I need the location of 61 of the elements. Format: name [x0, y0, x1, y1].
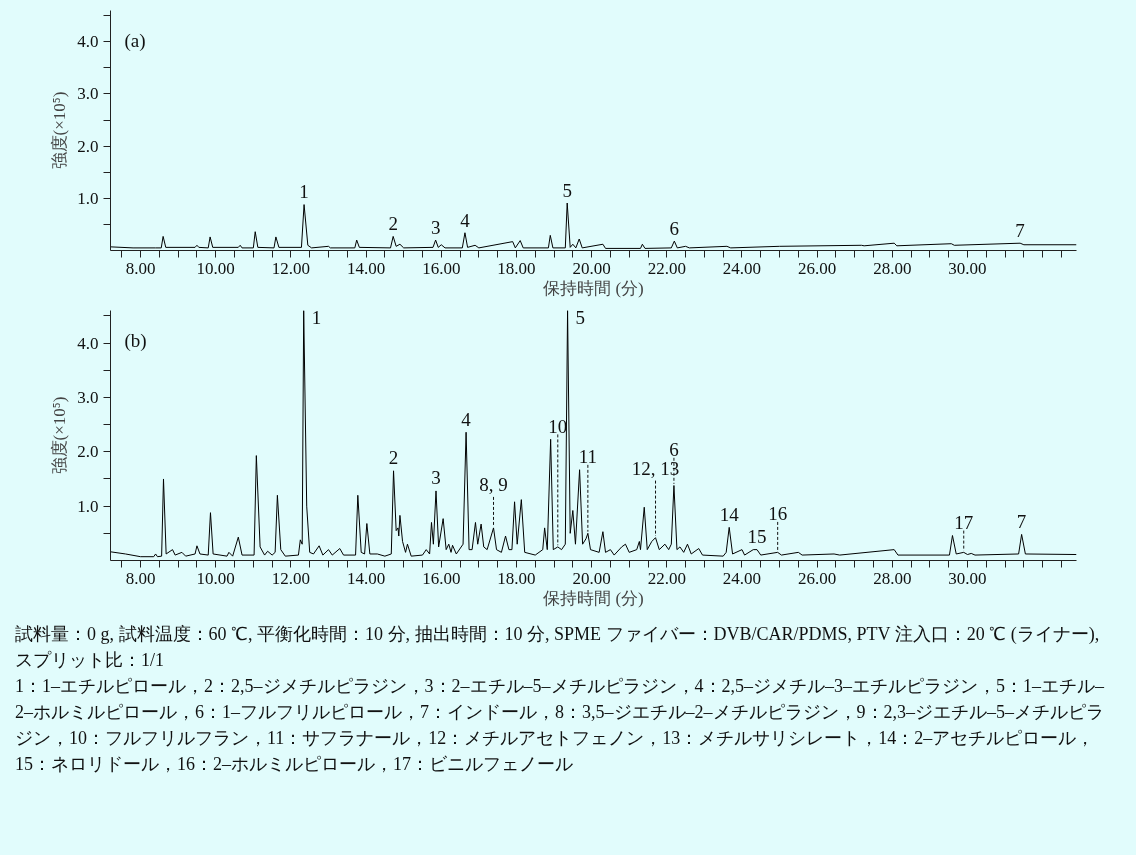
- annotation: 15: [747, 526, 767, 548]
- y-axis-title: 強度(×10⁵): [50, 91, 70, 170]
- x-tick-label: 12.00: [271, 258, 311, 278]
- annotation: 14: [719, 503, 740, 525]
- x-tick-label: 14.00: [346, 568, 386, 588]
- annotation: 4: [461, 408, 472, 430]
- x-tick-label: 16.00: [422, 258, 461, 278]
- text: 試料量：0 g, 試料温度：60 ℃, 平衡化時間：10 分, 抽出時間：10 分, SPME ファイバー：DVB/CAR/PDMS, PTV 注入口：20 ℃ (ライナー), スプリット比：1/1: [15, 623, 1101, 673]
- x-tick-label: 28.00: [873, 258, 912, 278]
- y-tick-label: 4.0: [77, 32, 99, 52]
- annotation: 7: [1015, 219, 1025, 241]
- annotation: 1: [299, 181, 309, 203]
- x-tick-label: 18.00: [497, 258, 536, 278]
- y-tick-label: 3.0: [77, 84, 99, 104]
- x-tick-label: 30.00: [948, 568, 987, 588]
- x-tick-label: 10.00: [196, 258, 235, 278]
- x-tick-label: 24.00: [722, 258, 762, 278]
- x-tick-label: 24.00: [722, 568, 762, 588]
- annotation: 2: [388, 213, 398, 235]
- x-tick-label: 26.00: [798, 258, 837, 278]
- annotation: 11: [578, 446, 598, 468]
- y-tick-label: 2.0: [77, 442, 99, 462]
- x-tick-label: 18.00: [497, 568, 536, 588]
- x-tick-label: 22.00: [647, 258, 686, 278]
- x-tick-label: 20.00: [572, 258, 611, 278]
- y-tick-label: 3.0: [77, 387, 99, 407]
- y-tick-label: 4.0: [77, 333, 99, 353]
- y-axis-title: 強度(×10⁵): [50, 396, 70, 475]
- annotation: 3: [431, 467, 441, 489]
- annotation: 2: [388, 447, 399, 469]
- x-tick-label: 30.00: [948, 258, 987, 278]
- text: (b): [124, 329, 147, 352]
- x-tick-label: 10.00: [196, 568, 235, 588]
- x-tick-label: 22.00: [647, 568, 686, 588]
- x-axis-title: 保持時間 (分): [543, 588, 644, 608]
- annotation: 17: [954, 511, 974, 533]
- x-axis-title: 保持時間 (分): [543, 278, 644, 298]
- annotation: 16: [768, 503, 788, 525]
- x-tick-label: 20.00: [572, 568, 611, 588]
- text: (a): [124, 29, 146, 52]
- annotation: 8, 9: [479, 474, 508, 496]
- x-tick-label: 26.00: [798, 568, 837, 588]
- y-tick-label: 1.0: [77, 188, 99, 208]
- x-tick-label: 8.00: [125, 258, 156, 278]
- annotation: 7: [1016, 510, 1027, 532]
- annotation: 5: [562, 179, 572, 201]
- x-tick-label: 16.00: [422, 568, 461, 588]
- annotation: 3: [430, 216, 441, 238]
- annotation: 4: [460, 209, 471, 231]
- line-series: [110, 310, 1077, 558]
- y-tick-label: 2.0: [77, 136, 99, 156]
- annotation: 5: [575, 306, 586, 328]
- annotation: 6: [669, 217, 680, 239]
- x-tick-label: 14.00: [346, 258, 386, 278]
- y-tick-label: 1.0: [77, 496, 99, 516]
- annotation: 1: [311, 306, 322, 328]
- text: 1：1–エチルピロール，2：2,5–ジメチルピラジン，3：2–エチル–5–メチルピラジン，4：2,5–ジメチル–3–エチルピラジン，5：1–エチル–2–ホルミルピロール，6：1–フルフリルピロール，7：インドール，8：3,5–ジエチル–2–メチルピラジン，9：2,3–ジエチル–5–メチルピラジン，10：フルフリルフラン，11：サフラナール，12：メチルアセトフェノン，13：メチルサリシレート，14：2–アセチルピロール，15：ネロリドール，16：2–ホルミルピロール，17：ビニルフェノール: [15, 675, 1105, 777]
- x-tick-label: 28.00: [873, 568, 912, 588]
- annotation: 10: [548, 415, 568, 437]
- x-tick-label: 8.00: [125, 568, 156, 588]
- x-tick-label: 12.00: [271, 568, 311, 588]
